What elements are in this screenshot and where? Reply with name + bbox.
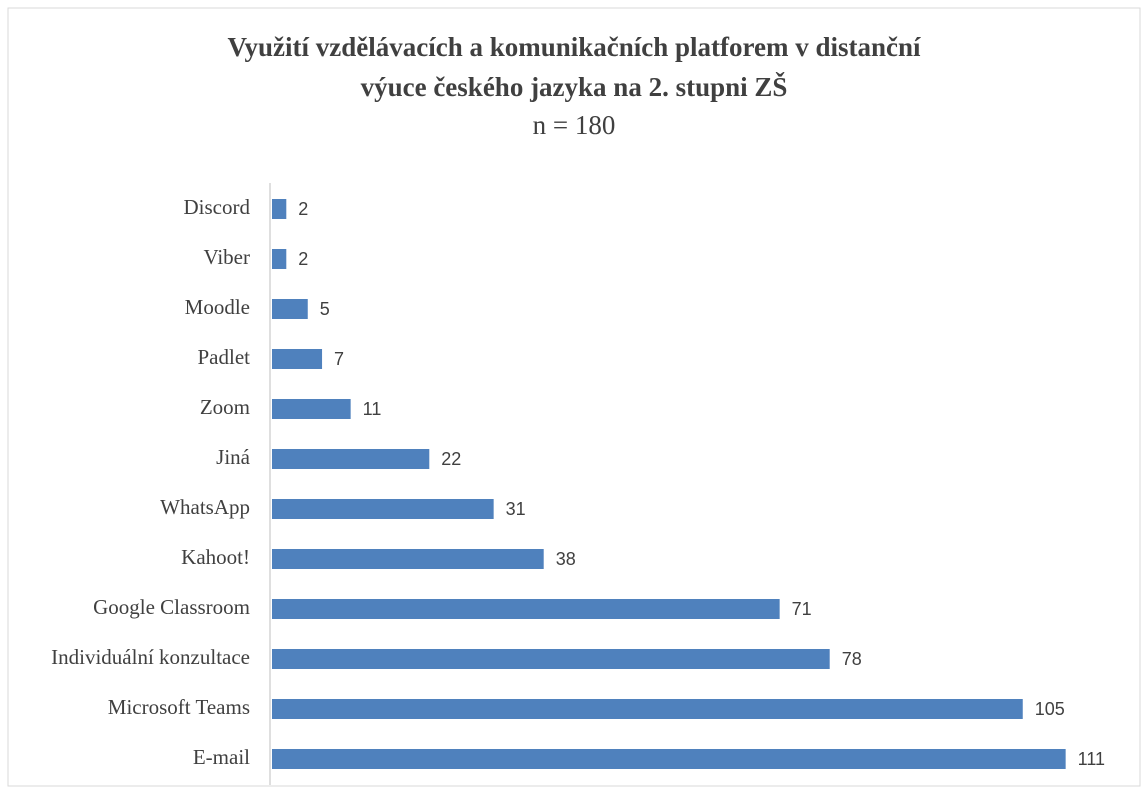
- bar: [272, 299, 308, 319]
- bar: [272, 349, 323, 369]
- chart-subtitle: n = 180: [533, 110, 616, 140]
- y-tick-label: Moodle: [185, 295, 250, 319]
- bar: [272, 449, 430, 469]
- bar: [272, 599, 780, 619]
- y-tick-label: Individuální konzultace: [51, 645, 250, 669]
- data-label: 71: [792, 599, 812, 619]
- data-label: 78: [842, 649, 862, 669]
- y-tick-label: Padlet: [198, 345, 251, 369]
- bar: [272, 499, 494, 519]
- data-label: 2: [298, 249, 308, 269]
- bar: [272, 699, 1023, 719]
- chart-title: Využití vzdělávacích a komunikačních pla…: [227, 32, 921, 62]
- data-label: 111: [1078, 749, 1105, 769]
- chart-title: výuce českého jazyka na 2. stupni ZŠ: [361, 72, 788, 102]
- y-tick-label: Google Classroom: [93, 595, 250, 619]
- data-label: 31: [506, 499, 526, 519]
- data-label: 105: [1035, 699, 1065, 719]
- bar: [272, 399, 351, 419]
- y-tick-label: Zoom: [200, 395, 250, 419]
- y-tick-label: Jiná: [216, 445, 251, 469]
- y-tick-label: Kahoot!: [181, 545, 250, 569]
- y-tick-label: Microsoft Teams: [108, 695, 250, 719]
- y-tick-label: WhatsApp: [160, 495, 250, 519]
- bar: [272, 249, 287, 269]
- y-tick-label: Discord: [184, 195, 251, 219]
- data-label: 5: [320, 299, 330, 319]
- bar: [272, 199, 287, 219]
- data-label: 2: [298, 199, 308, 219]
- data-label: 38: [556, 549, 576, 569]
- bar: [272, 649, 830, 669]
- y-tick-label: Viber: [203, 245, 250, 269]
- y-tick-label: E-mail: [193, 745, 250, 769]
- data-label: 11: [363, 399, 382, 419]
- data-label: 22: [441, 449, 461, 469]
- data-label: 7: [334, 349, 344, 369]
- bar: [272, 549, 544, 569]
- bar: [272, 749, 1066, 769]
